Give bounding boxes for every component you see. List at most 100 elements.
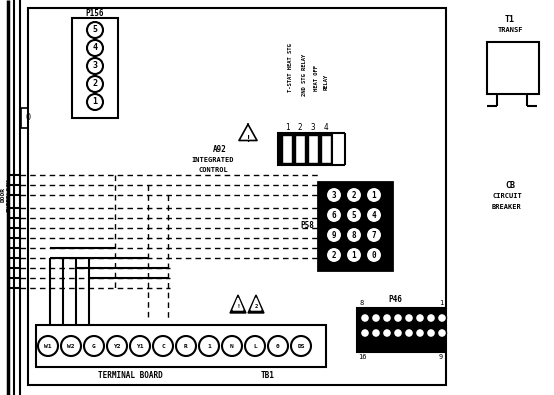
Circle shape — [87, 58, 103, 74]
Bar — [295, 135, 305, 163]
Bar — [21, 108, 35, 128]
Bar — [487, 42, 539, 94]
Text: 0: 0 — [276, 344, 280, 348]
Circle shape — [84, 336, 104, 356]
Text: 4: 4 — [324, 124, 329, 132]
Text: 7: 7 — [372, 231, 376, 239]
Text: 2: 2 — [332, 250, 336, 260]
Circle shape — [38, 336, 58, 356]
Circle shape — [438, 314, 447, 322]
Text: 6: 6 — [332, 211, 336, 220]
Bar — [28, 8, 446, 385]
Text: 5: 5 — [93, 26, 98, 34]
Text: 3: 3 — [311, 124, 315, 132]
Circle shape — [199, 336, 219, 356]
Text: !: ! — [245, 135, 250, 143]
Text: 1: 1 — [285, 124, 289, 132]
Text: G: G — [92, 344, 96, 348]
Text: 2: 2 — [93, 79, 98, 88]
Circle shape — [107, 336, 127, 356]
Polygon shape — [248, 295, 264, 313]
Circle shape — [87, 94, 103, 110]
Text: O: O — [25, 113, 30, 122]
Text: A92: A92 — [213, 145, 227, 154]
Circle shape — [361, 329, 370, 337]
Text: 16: 16 — [358, 354, 366, 360]
Circle shape — [404, 314, 413, 322]
Bar — [72, 18, 118, 118]
Text: 3: 3 — [332, 190, 336, 199]
Bar — [282, 135, 292, 163]
Text: Y1: Y1 — [136, 344, 143, 348]
Circle shape — [326, 227, 342, 243]
Circle shape — [438, 329, 447, 337]
Polygon shape — [230, 295, 246, 313]
Polygon shape — [251, 298, 261, 310]
Text: 8: 8 — [352, 231, 356, 239]
Circle shape — [326, 187, 342, 203]
Circle shape — [268, 336, 288, 356]
Circle shape — [427, 329, 435, 337]
Text: 3: 3 — [93, 62, 98, 70]
Polygon shape — [233, 298, 243, 310]
Text: P46: P46 — [388, 295, 402, 305]
Circle shape — [87, 40, 103, 56]
Circle shape — [346, 247, 362, 263]
Text: CONTROL: CONTROL — [198, 167, 228, 173]
Text: R: R — [184, 344, 188, 348]
Circle shape — [427, 314, 435, 322]
Bar — [36, 325, 326, 367]
Text: 1: 1 — [207, 344, 211, 348]
Text: 4: 4 — [372, 211, 376, 220]
Circle shape — [361, 314, 370, 322]
Text: 0: 0 — [372, 250, 376, 260]
Text: W2: W2 — [67, 344, 75, 348]
Circle shape — [382, 329, 392, 337]
Text: Y2: Y2 — [113, 344, 121, 348]
Text: P58: P58 — [300, 222, 314, 231]
Circle shape — [222, 336, 242, 356]
Text: TB1: TB1 — [261, 372, 275, 380]
Text: 9: 9 — [332, 231, 336, 239]
Text: 1: 1 — [439, 300, 443, 306]
Circle shape — [326, 247, 342, 263]
Text: W1: W1 — [44, 344, 52, 348]
Circle shape — [393, 314, 403, 322]
Circle shape — [382, 314, 392, 322]
Text: INTEGRATED: INTEGRATED — [192, 157, 234, 163]
Circle shape — [372, 314, 381, 322]
Circle shape — [346, 187, 362, 203]
Text: 8: 8 — [360, 300, 364, 306]
Text: C: C — [161, 344, 165, 348]
Text: 2: 2 — [352, 190, 356, 199]
Text: RELAY: RELAY — [324, 74, 329, 90]
Text: TERMINAL BOARD: TERMINAL BOARD — [98, 372, 162, 380]
Text: DOOR
INTERLOCK: DOOR INTERLOCK — [1, 178, 12, 212]
Text: 1: 1 — [372, 190, 376, 199]
Circle shape — [326, 207, 342, 223]
Bar — [308, 135, 318, 163]
Bar — [321, 135, 331, 163]
Circle shape — [87, 76, 103, 92]
Text: CIRCUIT: CIRCUIT — [492, 193, 522, 199]
Text: 4: 4 — [93, 43, 98, 53]
Circle shape — [61, 336, 81, 356]
Circle shape — [404, 329, 413, 337]
Text: TRANSF: TRANSF — [497, 27, 523, 33]
Text: 2: 2 — [254, 305, 258, 310]
Circle shape — [372, 329, 381, 337]
Text: BREAKER: BREAKER — [492, 204, 522, 210]
Circle shape — [366, 187, 382, 203]
Circle shape — [416, 314, 424, 322]
Circle shape — [366, 207, 382, 223]
Text: T-STAT HEAT STG: T-STAT HEAT STG — [289, 43, 294, 92]
Text: !: ! — [236, 305, 240, 310]
Text: DS: DS — [297, 344, 305, 348]
Text: 5: 5 — [352, 211, 356, 220]
Circle shape — [366, 227, 382, 243]
Circle shape — [130, 336, 150, 356]
Text: P156: P156 — [86, 9, 104, 19]
Text: 9: 9 — [439, 354, 443, 360]
Bar — [318, 182, 392, 270]
Circle shape — [87, 22, 103, 38]
